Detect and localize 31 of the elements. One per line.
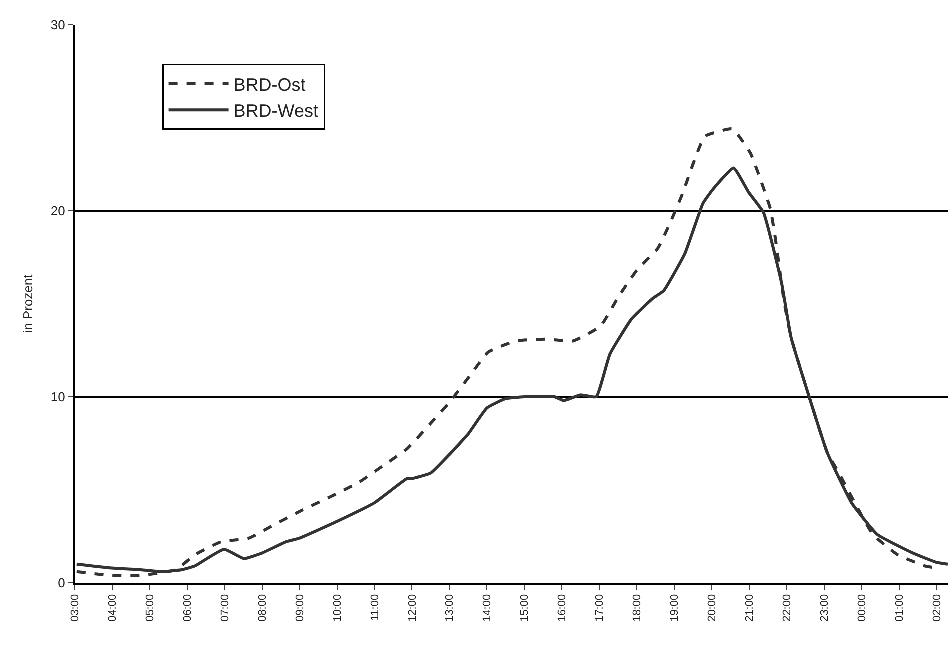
x-tick-label: 10:00 [332,594,344,622]
x-tick-label: 09:00 [294,594,306,622]
y-tick-label: 10 [50,390,66,405]
x-tick-label: 01:00 [894,594,906,622]
y-axis-title: in Prozent [20,274,36,334]
x-tick-label: 17:00 [594,594,606,622]
x-tick-label: 16:00 [556,594,569,622]
x-tick-label: 06:00 [182,594,194,622]
x-tick-label: 00:00 [856,594,868,622]
legend-label: BRD-Ost [234,74,306,95]
x-tick-label: 12:00 [406,594,419,622]
x-tick-label: 05:00 [144,594,157,622]
x-tick-label: 04:00 [107,594,120,622]
x-tick-label: 08:00 [256,594,269,622]
x-tick-label: 14:00 [482,594,494,622]
y-tick-label: 20 [50,204,66,219]
x-tick-label: 15:00 [519,594,532,622]
x-tick-label: 19:00 [669,594,682,622]
x-tick-label: 03:00 [70,594,82,622]
x-tick-label: 21:00 [744,594,756,622]
legend-label: BRD-West [234,101,318,122]
x-tick-label: 20:00 [706,594,719,622]
y-tick-label: 30 [50,18,66,33]
x-tick-label: 23:00 [818,594,831,622]
x-tick-label: 22:00 [781,594,794,622]
x-tick-label: 13:00 [444,594,456,622]
x-tick-label: 02:00 [931,594,944,622]
x-tick-label: 07:00 [219,594,232,622]
x-tick-label: 11:00 [369,594,382,622]
y-tick-label: 0 [58,576,66,591]
x-tick-label: 18:00 [632,594,644,622]
